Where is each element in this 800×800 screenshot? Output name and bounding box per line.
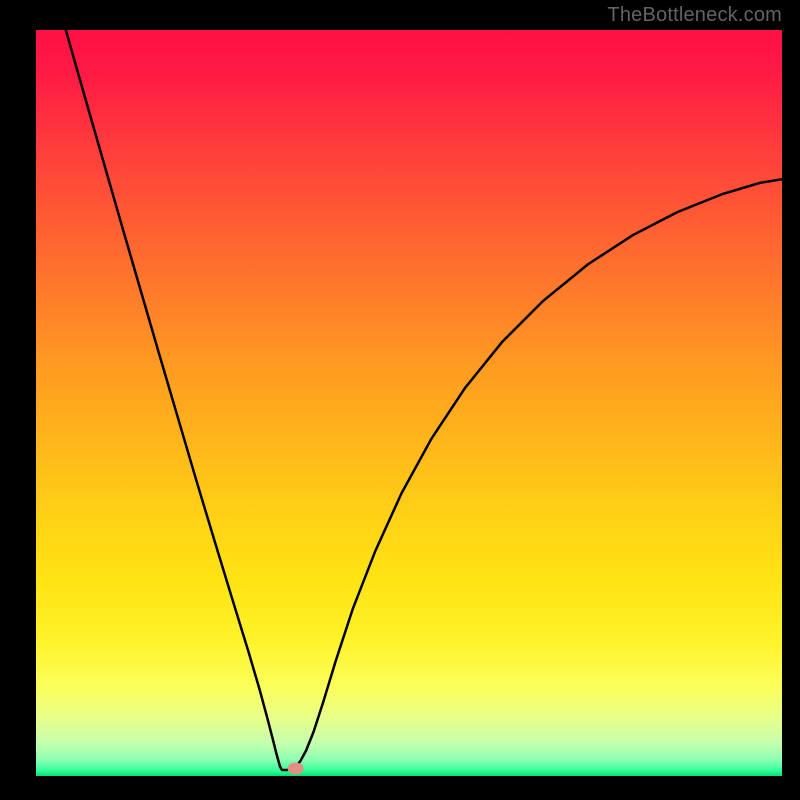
frame-border-right <box>782 0 800 800</box>
optimum-marker <box>288 763 304 775</box>
watermark-text: TheBottleneck.com <box>607 4 782 27</box>
bottleneck-chart <box>36 30 782 776</box>
plot-area <box>36 30 782 776</box>
frame-border-left <box>0 0 36 800</box>
frame-border-bottom <box>0 776 800 800</box>
gradient-background <box>36 30 782 776</box>
